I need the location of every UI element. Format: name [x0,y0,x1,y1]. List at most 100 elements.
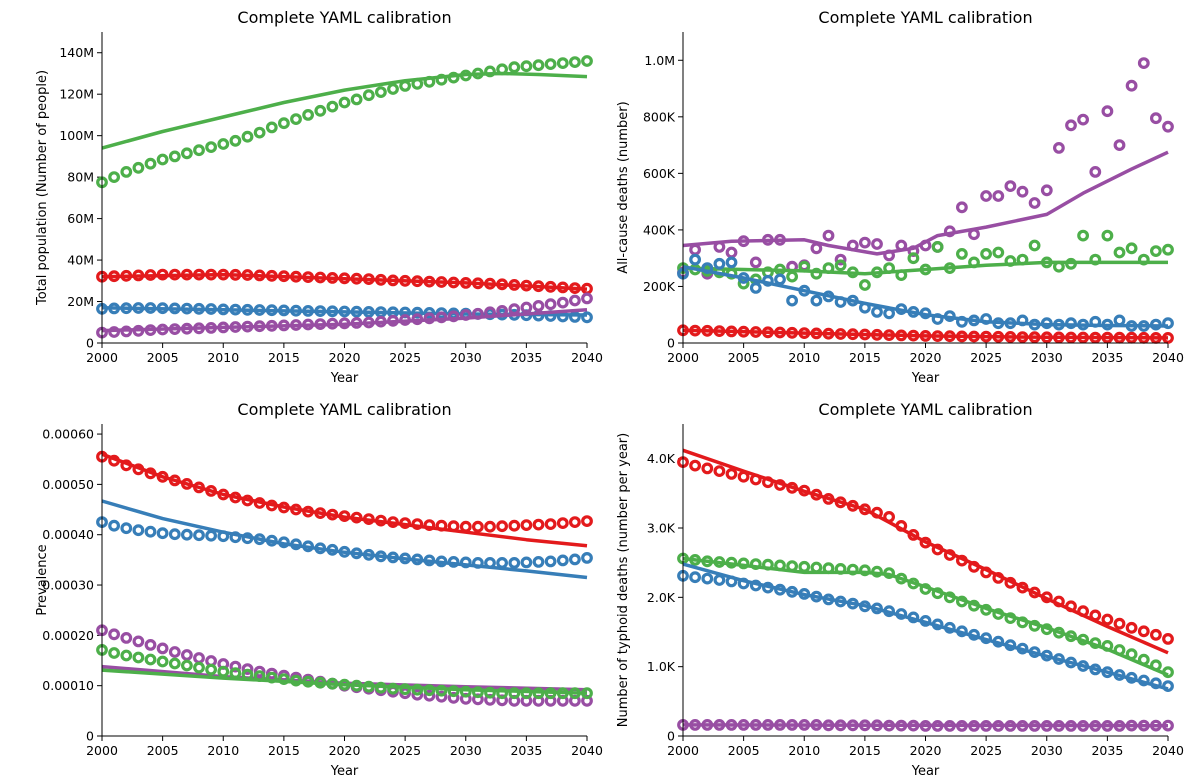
y-tick-label: 200K [643,279,676,294]
data-point-red [798,484,811,497]
data-point-purple [120,325,133,338]
data-point-purple [1149,112,1162,125]
data-point-blue [907,306,920,318]
data-point-blue [1113,669,1126,681]
data-point-blue [350,547,363,560]
x-tick-label: 2040 [1152,743,1184,758]
data-point-purple [980,190,992,202]
data-point-blue [762,274,774,287]
data-point-red [713,325,726,338]
data-point-purple [774,719,786,731]
plot-area [96,55,593,339]
data-point-blue [217,530,230,543]
data-point-red [1113,617,1126,630]
data-point-red [144,269,157,281]
data-point-purple [108,628,120,641]
data-point-red [520,279,533,292]
data-point-purple [1089,165,1102,178]
data-point-green [387,682,399,695]
data-point-blue [375,550,387,563]
data-point-red [1004,331,1017,343]
data-point-blue [1089,663,1102,676]
data-point-purple [822,229,835,242]
data-point-red [980,330,992,343]
data-point-green [1040,623,1053,636]
data-point-purple [314,318,327,331]
data-point-purple [774,233,786,246]
data-point-purple [859,719,871,732]
data-point-purple [871,238,883,250]
data-point-purple [120,632,133,644]
y-tick-label: 0.00040 [42,527,94,542]
data-point-blue [132,524,145,537]
data-point-blue [943,310,956,323]
data-point-blue [846,597,859,610]
data-point-red [774,479,786,491]
data-point-purple [1028,197,1041,209]
data-point-blue [265,534,278,547]
chart-panel-2: Complete YAML calibration 2000 2005 2010 201… [616,8,1184,386]
data-point-red [713,465,726,478]
data-point-red [701,462,714,475]
data-point-red [532,280,545,293]
data-point-blue [156,527,169,540]
data-point-purple [447,691,460,704]
series-green [96,644,593,700]
data-point-purple [229,660,242,673]
data-point-blue [956,625,968,638]
data-point-green [472,686,484,699]
data-point-green [1028,239,1041,252]
data-point-red [1052,595,1065,608]
data-point-green [423,684,436,697]
data-point-purple [749,719,762,731]
data-point-green [205,141,218,154]
data-point-blue [1162,317,1174,330]
data-point-green [956,595,968,608]
data-point-green [689,554,701,566]
data-point-purple [423,312,436,325]
data-point-red [992,572,1005,584]
data-point-blue [1162,680,1174,692]
data-point-green [302,675,315,688]
data-point-red [1028,331,1041,344]
data-point-green [968,599,980,612]
data-point-green [581,687,593,700]
y-axis-label: Total population (Number of people) [35,70,50,306]
data-point-red [265,269,278,282]
data-point-blue [774,583,786,596]
x-axis-label: Year [330,371,359,386]
data-point-red [1065,331,1077,344]
chart-title: Complete YAML calibration [237,400,451,419]
data-point-red [689,324,701,337]
series-line-purple [682,723,1169,728]
data-point-purple [895,719,908,732]
data-point-red [278,501,290,514]
data-point-blue [314,305,327,318]
data-point-red [556,517,569,529]
data-point-purple [496,305,509,317]
data-point-green [1028,619,1041,632]
data-point-green [931,240,944,253]
data-point-green [1101,640,1114,652]
data-point-green [1113,644,1126,656]
chart-title: Complete YAML calibration [237,8,451,27]
data-point-red [447,520,460,533]
data-point-green [241,130,254,143]
data-point-blue [496,557,509,569]
data-point-green [907,577,920,590]
data-point-red [278,270,290,283]
data-point-purple [762,719,774,731]
y-tick-label: 140M [59,45,94,60]
data-point-green [168,657,181,670]
series-red [96,268,593,295]
data-point-purple [520,301,533,314]
data-point-purple [362,316,375,329]
data-point-green [1149,245,1162,258]
data-point-green [459,685,472,698]
data-point-red [205,268,218,281]
data-point-red [919,536,932,549]
data-point-purple [895,239,908,252]
data-point-green [144,653,157,666]
data-point-green [217,665,230,678]
